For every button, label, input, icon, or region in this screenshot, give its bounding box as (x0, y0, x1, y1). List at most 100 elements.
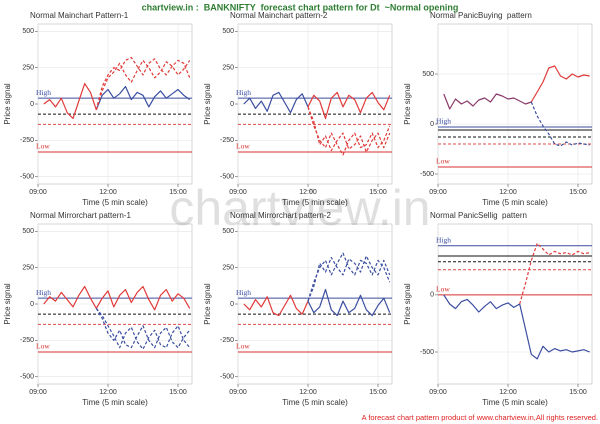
y-tick-label: 500 (422, 71, 434, 78)
y-tick-label: 0 (230, 101, 234, 108)
x-tick-label: 09:00 (29, 389, 47, 396)
y-tick-label: 500 (222, 28, 234, 35)
panel-title: Normal Mirrorchart pattern-2 (230, 211, 331, 220)
level-label: High (236, 88, 251, 97)
x-tick-label: 15:00 (569, 189, 587, 196)
series-line (95, 85, 191, 111)
y-tick-label: 0 (430, 121, 434, 128)
y-tick-label: -500 (420, 349, 434, 356)
y-tick-label: -500 (420, 171, 434, 178)
series-line (530, 101, 590, 147)
x-tick-label: 09:00 (29, 189, 47, 196)
y-tick-label: 0 (30, 101, 34, 108)
series-line (43, 285, 97, 309)
level-label: High (36, 288, 51, 297)
level-label: Low (236, 342, 250, 351)
panel-title: Normal Mirrorchart pattern-1 (30, 211, 131, 220)
x-tick-label: 15:00 (569, 389, 587, 396)
watermark: chartview.in (169, 180, 430, 236)
x-tick-label: 12:00 (499, 389, 517, 396)
series-line (43, 83, 97, 120)
y-axis-label: Price signal (203, 283, 212, 325)
x-tick-label: 15:00 (169, 389, 187, 396)
y-tick-label: 500 (22, 228, 34, 235)
y-axis-label: Price signal (403, 83, 412, 125)
y-tick-label: 500 (222, 228, 234, 235)
y-axis-label: Price signal (3, 283, 12, 325)
y-tick-label: -250 (20, 137, 34, 144)
x-axis-label: Time (5 min scale) (282, 398, 348, 407)
series-line (307, 288, 391, 317)
x-tick-label: 12:00 (299, 189, 317, 196)
y-axis-label: Price signal (403, 283, 412, 325)
level-label: Low (436, 285, 450, 294)
x-tick-label: 09:00 (429, 389, 447, 396)
plot-area (437, 23, 593, 185)
series-line (95, 308, 191, 350)
y-tick-label: 250 (22, 64, 34, 71)
y-tick-label: -250 (220, 137, 234, 144)
x-axis-label: Time (5 min scale) (82, 398, 148, 407)
series-line (95, 56, 191, 110)
x-tick-label: 09:00 (429, 189, 447, 196)
level-label: High (436, 235, 451, 244)
series-line (443, 93, 532, 110)
x-axis-label: Time (5 min scale) (482, 198, 548, 207)
series-line (243, 91, 309, 114)
panel-title: Normal PanicBuying pattern (430, 11, 532, 20)
y-axis-label: Price signal (203, 83, 212, 125)
x-axis-label: Time (5 min scale) (482, 398, 548, 407)
y-tick-label: -500 (20, 174, 34, 181)
series-line (443, 294, 590, 360)
x-tick-label: 12:00 (299, 389, 317, 396)
level-label: High (236, 288, 251, 297)
level-label: Low (436, 157, 450, 166)
series-line (307, 106, 391, 156)
series-line (530, 65, 590, 103)
x-tick-label: 12:00 (499, 189, 517, 196)
y-axis-label: Price signal (3, 83, 12, 125)
series-line (307, 255, 391, 302)
x-tick-label: 12:00 (99, 389, 117, 396)
panel-title: Normal Mainchart pattern-2 (230, 11, 328, 20)
series-line (243, 294, 309, 317)
x-tick-label: 15:00 (369, 389, 387, 396)
y-tick-label: -500 (220, 374, 234, 381)
page-title: chartview.in : BANKNIFTY forecast chart … (142, 2, 459, 12)
y-tick-label: -500 (20, 374, 34, 381)
x-tick-label: 15:00 (169, 189, 187, 196)
level-label: Low (236, 142, 250, 151)
y-tick-label: 0 (230, 301, 234, 308)
footer: A forecast chart pattern product of www.… (362, 413, 598, 422)
x-tick-label: 09:00 (229, 389, 247, 396)
y-tick-label: 0 (430, 292, 434, 299)
level-label: Low (36, 142, 50, 151)
y-tick-label: 500 (22, 28, 34, 35)
plot-area (437, 223, 593, 385)
series-line (307, 91, 391, 120)
level-label: Low (36, 342, 50, 351)
y-tick-label: -500 (220, 174, 234, 181)
y-tick-label: -250 (20, 337, 34, 344)
y-tick-label: 250 (222, 264, 234, 271)
panel-title: Normal PanicSellig pattern (430, 211, 527, 220)
series-line (95, 285, 191, 311)
x-tick-label: 15:00 (369, 189, 387, 196)
x-tick-label: 12:00 (99, 189, 117, 196)
series-line (95, 308, 191, 349)
y-tick-label: -250 (220, 337, 234, 344)
y-tick-label: 0 (30, 301, 34, 308)
level-label: High (436, 117, 451, 126)
x-tick-label: 09:00 (229, 189, 247, 196)
x-axis-label: Time (5 min scale) (82, 198, 148, 207)
y-tick-label: 250 (22, 264, 34, 271)
x-axis-label: Time (5 min scale) (282, 198, 348, 207)
series-line (95, 59, 191, 110)
panel-title: Normal Mainchart Pattern-1 (30, 11, 129, 20)
y-tick-label: 250 (222, 64, 234, 71)
series-line (519, 242, 590, 305)
series-line (307, 252, 391, 302)
series-line (307, 106, 391, 153)
level-label: High (36, 88, 51, 97)
